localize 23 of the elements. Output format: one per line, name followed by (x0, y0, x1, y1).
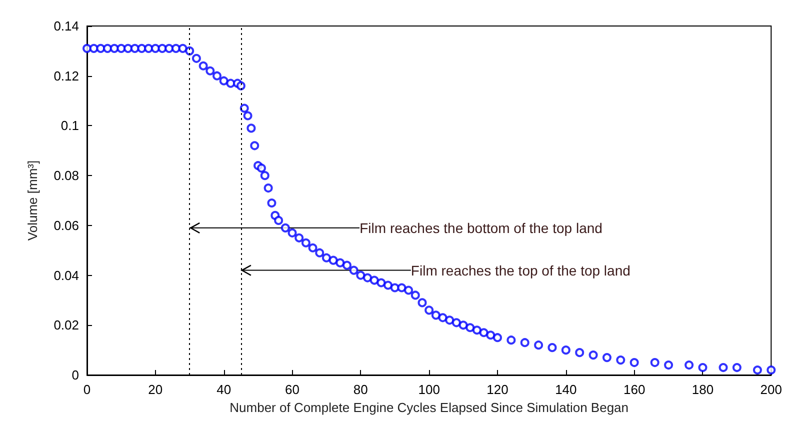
x-tick-label: 160 (623, 382, 646, 397)
y-tick-label: 0.08 (54, 168, 79, 184)
y-tick-label: 0 (72, 368, 79, 382)
x-tick-label: 100 (418, 382, 440, 397)
y-tick-label: 0.1 (60, 118, 79, 134)
x-axis-title: Number of Complete Engine Cycles Elapsed Since Simulation Began (230, 400, 629, 415)
x-tick-label: 120 (486, 382, 508, 397)
x-tick-label: 80 (353, 382, 368, 397)
x-tick-label: 140 (555, 382, 577, 397)
y-tick-label: 0.06 (54, 218, 79, 233)
y-tick-label: 0.14 (54, 18, 79, 34)
x-tick-label: 40 (216, 382, 232, 397)
x-tick-label: 200 (760, 382, 782, 397)
y-tick-label: 0.04 (54, 268, 79, 283)
annotation: Film reaches the bottom of the top land (360, 220, 602, 236)
y-tick-label: 0.02 (54, 318, 79, 333)
y-tick-label: 0.12 (54, 68, 79, 84)
y-axis-title: Volume [mm³] (25, 160, 40, 241)
x-tick-label: 60 (285, 382, 300, 397)
x-tick-label: 20 (148, 382, 163, 397)
x-tick-label: 180 (692, 382, 714, 397)
x-tick-label: 0 (83, 382, 91, 397)
annotation: Film reaches the top of the top land (410, 262, 630, 278)
